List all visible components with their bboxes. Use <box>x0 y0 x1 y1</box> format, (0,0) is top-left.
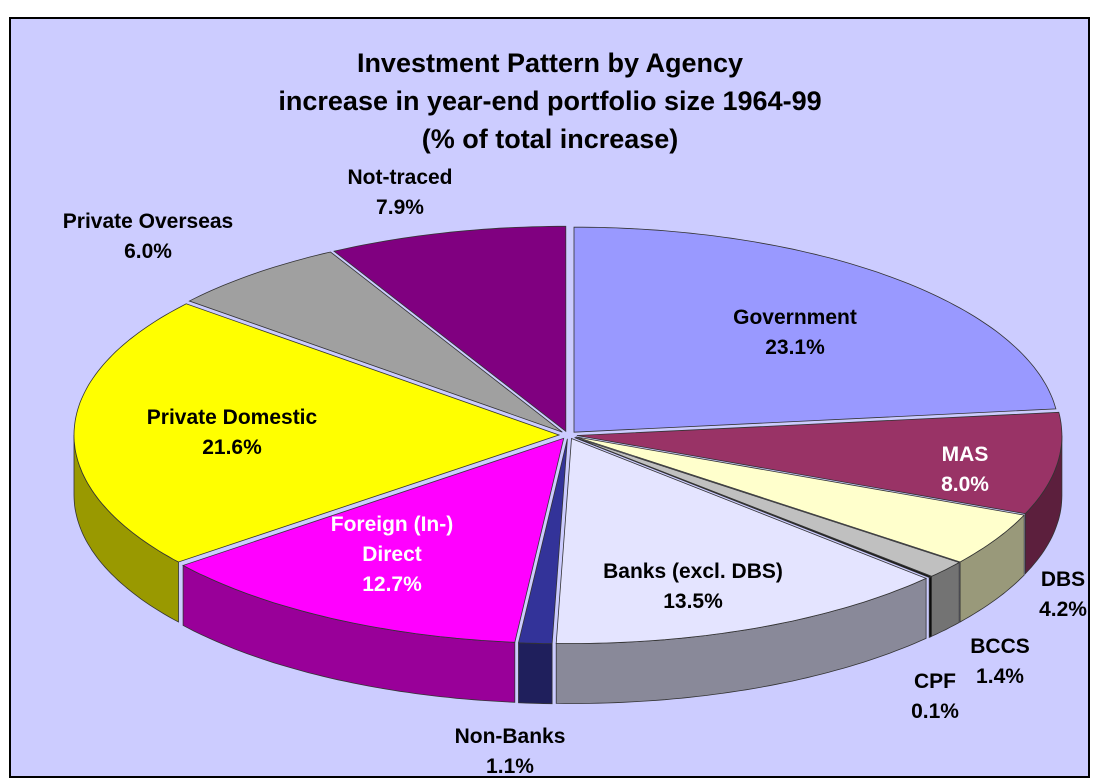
category-label: Private Overseas <box>62 210 234 233</box>
slice <box>333 225 567 433</box>
slice-side <box>928 575 932 638</box>
slice-side <box>518 642 553 705</box>
value-label: 1.1% <box>486 755 534 778</box>
category-label: Foreign (In-) Direct <box>330 513 454 566</box>
slice <box>574 437 961 577</box>
slice-label: MAS 8.0% <box>941 440 989 500</box>
category-label: MAS <box>941 443 989 466</box>
slice-label: Non-Banks 1.1% <box>455 722 566 782</box>
category-label: Government <box>733 306 857 329</box>
value-label: 13.5% <box>663 590 723 613</box>
slice <box>574 437 933 578</box>
category-label: Non-Banks <box>454 725 566 748</box>
value-label: 7.9% <box>376 196 424 219</box>
slice-label: DBS 4.2% <box>1039 565 1087 625</box>
category-label: DBS <box>1040 568 1086 591</box>
slice-label: Banks (excl. DBS) 13.5% <box>603 557 783 617</box>
slice-label: Government 23.1% <box>733 303 857 363</box>
slice <box>555 437 928 644</box>
slice <box>73 303 561 563</box>
slice <box>575 436 1026 563</box>
value-label: 23.1% <box>765 336 825 359</box>
chart-subtitle: increase in year-end portfolio size 1964… <box>278 86 822 116</box>
category-label: CPF <box>914 670 956 693</box>
value-label: 12.7% <box>362 573 422 596</box>
value-label: 6.0% <box>124 240 172 263</box>
category-label: BCCS <box>970 635 1030 658</box>
slice <box>576 411 1063 515</box>
value-label: 4.2% <box>1039 598 1087 621</box>
slice <box>517 438 568 645</box>
slice-label: Not-traced 7.9% <box>347 163 452 223</box>
chart-title: Investment Pattern by Agency <box>356 48 744 78</box>
slice-label: Private Overseas 6.0% <box>63 207 233 267</box>
value-label: 0.1% <box>911 700 959 723</box>
chart-note: (% of total increase) <box>421 124 679 154</box>
category-label: Banks (excl. DBS) <box>603 560 783 583</box>
category-label: Private Domestic <box>146 406 318 429</box>
slice-label: Private Domestic 21.6% <box>147 403 317 463</box>
value-label: 1.4% <box>976 665 1024 688</box>
value-label: 8.0% <box>941 473 989 496</box>
slice-label: Foreign (In-) Direct 12.7% <box>317 510 467 600</box>
category-label: Not-traced <box>347 166 453 189</box>
slice <box>182 437 565 643</box>
value-label: 21.6% <box>202 436 262 459</box>
slice <box>573 226 1057 433</box>
slice <box>188 251 563 433</box>
slice-label: CPF 0.1% <box>911 667 959 727</box>
slice-label: BCCS 1.4% <box>970 632 1030 692</box>
